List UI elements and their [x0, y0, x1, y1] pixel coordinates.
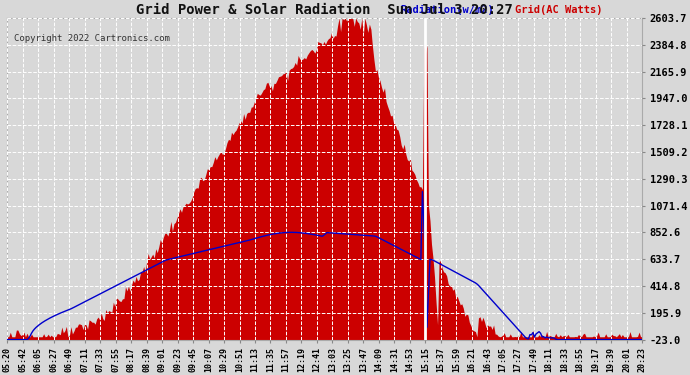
Text: Copyright 2022 Cartronics.com: Copyright 2022 Cartronics.com: [14, 34, 170, 43]
Title: Grid Power & Solar Radiation  Sun Jul 3 20:27: Grid Power & Solar Radiation Sun Jul 3 2…: [136, 3, 513, 17]
Text: Radiation(w/m2): Radiation(w/m2): [401, 5, 495, 15]
Text: Grid(AC Watts): Grid(AC Watts): [515, 5, 602, 15]
